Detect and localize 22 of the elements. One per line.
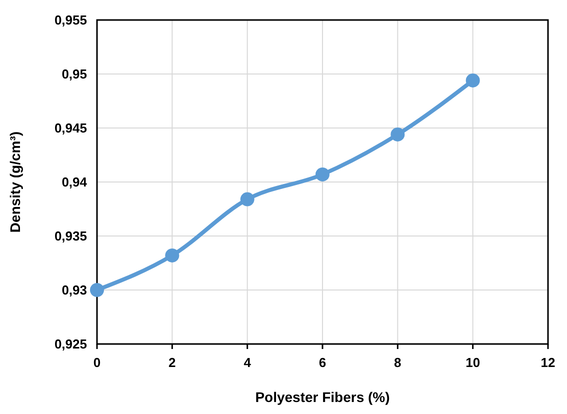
y-tick-label: 0,93 [62, 282, 87, 298]
y-tick-label: 0,94 [62, 174, 88, 190]
x-tick-label: 10 [466, 355, 480, 370]
y-tick-label: 0,955 [54, 12, 87, 28]
y-tick-label: 0,935 [54, 228, 87, 244]
y-tick-label: 0,95 [62, 66, 87, 82]
y-tick-label: 0,945 [54, 120, 87, 136]
x-tick-label: 0 [93, 355, 101, 370]
y-axis-title: Density (g/cm³) [7, 131, 23, 233]
point [466, 73, 480, 88]
point [390, 127, 405, 142]
point [165, 248, 180, 262]
x-axis-title: Polyester Fibers (%) [255, 389, 390, 405]
x-tick-label: 4 [244, 355, 252, 370]
point [240, 192, 254, 206]
x-tick-label: 2 [168, 355, 176, 370]
y-tick-label: 0,925 [54, 336, 87, 352]
point [316, 167, 330, 182]
point [90, 283, 104, 297]
x-tick-label: 6 [318, 355, 326, 370]
x-tick-label: 8 [394, 355, 402, 370]
x-tick-label: 12 [540, 355, 556, 370]
